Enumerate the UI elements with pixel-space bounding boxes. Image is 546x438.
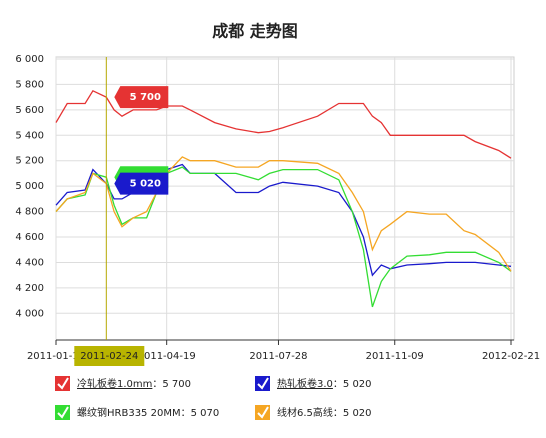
y-tick-label: 4 000 — [15, 308, 44, 319]
series-line — [55, 156, 512, 272]
legend-check — [57, 406, 69, 419]
y-tick-label: 5 600 — [15, 105, 44, 116]
y-tick-label: 4 200 — [15, 283, 44, 294]
series-line — [55, 89, 512, 159]
tooltip-box — [114, 172, 169, 195]
y-tick-label: 4 800 — [15, 207, 44, 218]
legend-check — [257, 406, 269, 419]
legend-name: 冷轧板卷1.0mm — [77, 377, 152, 390]
y-tick-label: 6 000 — [15, 54, 44, 65]
legend-value: ：5 700 — [152, 379, 191, 390]
legend-name: 线材6.5高线 — [277, 406, 333, 419]
legend-entry: 热轧板卷3.0：5 020 — [277, 377, 372, 390]
y-tick-label: 4 600 — [15, 232, 44, 243]
crosshair-label-box — [74, 346, 145, 366]
legend-name: 热轧板卷3.0 — [277, 377, 333, 390]
legend-entry: 冷轧板卷1.0mm：5 700 — [77, 377, 191, 390]
legend-check — [257, 377, 269, 390]
y-tick-label: 5 400 — [15, 130, 44, 141]
series-line — [55, 166, 512, 308]
chart-title: 成都 走势图 — [212, 22, 298, 41]
tooltip-label: 5 020 — [130, 179, 161, 190]
legend-value: ：5 020 — [333, 379, 372, 390]
legend-entry: 螺纹钢HRB335 20MM：5 070 — [77, 406, 219, 419]
x-tick-label: 2011-04-19 — [138, 351, 196, 362]
x-tick-label: 2012-02-21 — [482, 351, 540, 362]
legend-check — [57, 377, 69, 390]
x-tick-label: 2011-01-10 — [27, 351, 85, 362]
legend-name: 螺纹钢HRB335 20MM — [77, 406, 181, 419]
legend-value: ：5 020 — [333, 408, 372, 419]
y-tick-label: 5 200 — [15, 156, 44, 167]
x-tick-label: 2011-11-09 — [366, 351, 424, 362]
legend-entry: 线材6.5高线：5 020 — [277, 406, 372, 419]
legend-value: ：5 070 — [181, 408, 220, 419]
y-tick-label: 4 400 — [15, 257, 44, 268]
y-tick-label: 5 800 — [15, 79, 44, 90]
x-tick-label: 2011-07-28 — [249, 351, 307, 362]
y-tick-label: 5 000 — [15, 181, 44, 192]
series-line — [55, 163, 512, 277]
tooltip-label: 5 700 — [130, 92, 161, 103]
tooltip-box — [114, 86, 169, 109]
crosshair-label: 2011-02-24 — [80, 351, 138, 362]
